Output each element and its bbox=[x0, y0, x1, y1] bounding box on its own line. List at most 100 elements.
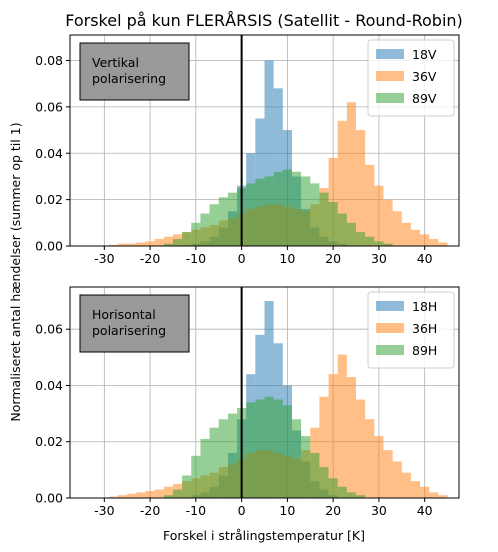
shared-x-axis-label: Forskel i strålingstemperatur [K] bbox=[163, 528, 365, 543]
legend-label: 89V bbox=[412, 91, 437, 106]
y-tick-label: 0.02 bbox=[35, 434, 63, 449]
histogram-bar-89V bbox=[264, 176, 274, 246]
histogram-bar-89H bbox=[273, 399, 283, 498]
histogram-bar-36H bbox=[410, 481, 421, 498]
histogram-bar-36H bbox=[438, 495, 448, 498]
histogram-bar-36V bbox=[374, 185, 384, 246]
histogram-bar-89V bbox=[301, 176, 311, 246]
legend-label: 36H bbox=[412, 321, 437, 336]
x-tick-label: 0 bbox=[238, 251, 246, 266]
x-tick-label: 40 bbox=[417, 503, 433, 518]
histogram-bar-89H bbox=[182, 475, 192, 498]
figure-title: Forskel på kun FLERÅRSIS (Satellit - Rou… bbox=[65, 11, 463, 30]
histogram-bar-89H bbox=[301, 436, 311, 498]
top-panel-vertical: -30 -20 -10 0 10 20 30 40 0.00 0.02 0.04 0.06 0.08 Ve… bbox=[35, 34, 460, 266]
x-tick-label: 10 bbox=[279, 251, 295, 266]
histogram-bar-36V bbox=[410, 229, 421, 246]
histogram-bar-36H bbox=[118, 495, 128, 498]
histogram-bar-89H bbox=[227, 413, 238, 498]
annotation-text: Vertikal bbox=[92, 55, 139, 70]
x-tick-label: 20 bbox=[325, 503, 341, 518]
histogram-bar-89V bbox=[182, 232, 192, 246]
histogram-bar-89V bbox=[365, 236, 375, 246]
histogram-bar-89V bbox=[172, 239, 183, 246]
histogram-bar-36H bbox=[383, 450, 393, 498]
y-tick-label: 0.06 bbox=[35, 99, 63, 114]
histogram-bar-89H bbox=[356, 495, 366, 498]
bottom-panel-horizontal: -30 -20 -10 0 10 20 30 40 0.00 0.02 0.04 0.06 Horiso… bbox=[35, 286, 460, 518]
y-tick-label: 0.06 bbox=[35, 322, 63, 337]
histogram-bar-36H bbox=[346, 377, 357, 498]
histogram-bar-36H bbox=[356, 399, 366, 498]
histogram-bar-36H bbox=[136, 492, 146, 498]
x-tick-label: -20 bbox=[140, 251, 160, 266]
histogram-bar-36V bbox=[337, 120, 347, 246]
histogram-bar-36V bbox=[383, 199, 393, 246]
histogram-bar-36H bbox=[163, 486, 173, 498]
x-tick-label: 10 bbox=[279, 503, 295, 518]
annotation-box bbox=[79, 294, 190, 353]
annotation-text: Horisontal bbox=[92, 307, 156, 322]
legend-swatch-36V bbox=[376, 71, 404, 81]
histogram-bar-89V bbox=[246, 183, 256, 246]
annotation-text: polarisering bbox=[92, 323, 166, 338]
series-89V bbox=[163, 169, 393, 246]
histogram-bar-89V bbox=[291, 171, 302, 246]
histogram-bar-89V bbox=[383, 243, 393, 246]
annotation-text: polarisering bbox=[92, 71, 166, 86]
shared-y-axis-label: Normaliseret antal hændelser (summer op … bbox=[8, 122, 23, 421]
x-tick-label: 30 bbox=[371, 503, 387, 518]
y-tick-label: 0.04 bbox=[35, 146, 63, 161]
histogram-bar-36H bbox=[319, 396, 329, 498]
legend: 18V 36V 89V bbox=[367, 39, 455, 117]
histogram-bar-89V bbox=[255, 178, 265, 246]
histogram-bar-89H bbox=[337, 486, 347, 498]
histogram-bar-89H bbox=[172, 489, 183, 498]
histogram-bar-36V bbox=[392, 211, 402, 246]
histogram-bar-36V bbox=[118, 243, 128, 246]
legend-swatch-18V bbox=[376, 49, 404, 59]
histogram-bar-36V bbox=[401, 222, 411, 246]
x-tick-label: -10 bbox=[186, 503, 206, 518]
legend: 18H 36H 89H bbox=[367, 291, 455, 369]
histogram-bar-89H bbox=[346, 492, 357, 498]
histogram-bar-89H bbox=[328, 478, 338, 498]
annotation-box bbox=[79, 42, 190, 101]
histogram-bar-89H bbox=[310, 452, 320, 498]
x-tick-label: -10 bbox=[186, 251, 206, 266]
histogram-bar-89V bbox=[209, 204, 219, 246]
legend-swatch-89H bbox=[376, 345, 404, 355]
histogram-bar-89H bbox=[291, 419, 302, 498]
x-tick-label: 40 bbox=[417, 251, 433, 266]
legend-label: 36V bbox=[412, 69, 437, 84]
histogram-bar-89V bbox=[191, 222, 201, 246]
histogram-bar-36H bbox=[108, 496, 119, 498]
histogram-bar-89H bbox=[264, 396, 274, 498]
legend-swatch-18H bbox=[376, 301, 404, 311]
histogram-bar-89H bbox=[163, 495, 173, 498]
histogram-bar-89V bbox=[163, 243, 173, 246]
axes-frame bbox=[69, 286, 460, 499]
histogram-bar-36H bbox=[328, 374, 338, 498]
histogram-bar-36H bbox=[401, 472, 411, 498]
histogram-bar-89H bbox=[218, 419, 228, 498]
x-tick-label: 20 bbox=[325, 251, 341, 266]
axes-frame bbox=[69, 34, 460, 247]
histogram-bar-36V bbox=[108, 244, 119, 246]
histogram-bar-89V bbox=[273, 171, 283, 246]
histogram-bar-36H bbox=[420, 486, 430, 498]
x-tick-label: -30 bbox=[94, 251, 114, 266]
histogram-bar-36H bbox=[392, 461, 402, 498]
y-tick-label: 0.04 bbox=[35, 378, 63, 393]
histogram-bar-36H bbox=[145, 490, 155, 498]
histogram-bar-36V bbox=[145, 241, 155, 246]
histogram-bar-89H bbox=[282, 405, 292, 498]
histogram-bar-36V bbox=[136, 242, 146, 246]
histogram-bar-36V bbox=[163, 236, 173, 246]
x-tick-label: -20 bbox=[140, 503, 160, 518]
histogram-bar-89V bbox=[282, 169, 292, 246]
histogram-bar-36H bbox=[365, 419, 375, 498]
y-tick-label: 0.00 bbox=[35, 491, 63, 506]
y-tick-label: 0.08 bbox=[35, 53, 63, 68]
